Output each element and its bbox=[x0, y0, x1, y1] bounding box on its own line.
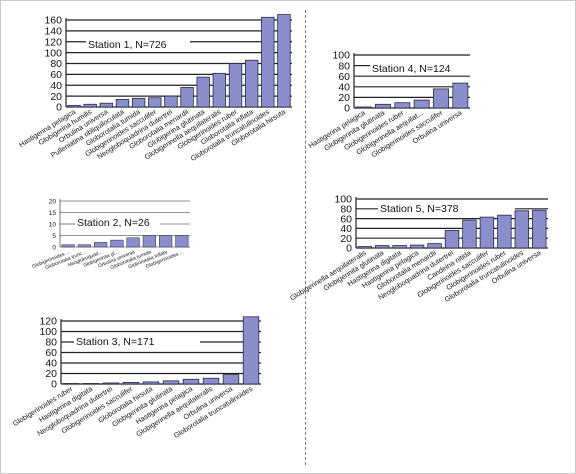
y-tick-label: 120 bbox=[44, 36, 62, 48]
y-tick-label: 0 bbox=[52, 244, 56, 251]
bar bbox=[409, 244, 425, 249]
panel-divider bbox=[305, 10, 306, 465]
y-tick-label: 0 bbox=[51, 379, 57, 391]
chart-title: Station 2, N=26 bbox=[77, 217, 150, 229]
y-tick-label: 40 bbox=[50, 80, 62, 92]
chart-title: Station 5, N=378 bbox=[380, 203, 459, 215]
bar bbox=[175, 235, 189, 248]
y-tick-label: 5 bbox=[52, 233, 56, 240]
bar bbox=[77, 244, 91, 248]
y-tick-label: 60 bbox=[50, 69, 62, 81]
bar bbox=[102, 382, 120, 385]
chart-title: Station 3, N=171 bbox=[76, 336, 155, 348]
bar bbox=[444, 229, 460, 249]
y-tick-label: 80 bbox=[338, 60, 350, 72]
bar bbox=[433, 88, 449, 109]
bar bbox=[62, 383, 80, 385]
bar bbox=[452, 82, 469, 109]
bar bbox=[212, 72, 227, 108]
bar bbox=[228, 63, 243, 108]
y-tick-label: 40 bbox=[340, 223, 352, 235]
bar bbox=[180, 87, 194, 108]
bar bbox=[83, 103, 97, 108]
y-tick-label: 60 bbox=[45, 347, 57, 359]
chart-title: Station 1, N=726 bbox=[88, 39, 167, 51]
y-tick-label: 100 bbox=[332, 50, 350, 62]
bar bbox=[375, 103, 391, 109]
bar bbox=[99, 102, 114, 108]
y-tick-label: 10 bbox=[49, 221, 57, 228]
y-tick-label: 80 bbox=[50, 58, 62, 70]
bar bbox=[427, 243, 442, 249]
y-tick-label: 60 bbox=[340, 213, 352, 225]
y-tick-label: 100 bbox=[44, 47, 62, 59]
y-tick-label: 120 bbox=[39, 316, 57, 328]
bar bbox=[164, 95, 178, 108]
bar bbox=[462, 219, 477, 249]
y-tick-label: 100 bbox=[39, 326, 57, 338]
y-tick-label: 0 bbox=[346, 243, 352, 255]
y-tick-label: 80 bbox=[45, 337, 57, 349]
y-tick-label: 40 bbox=[338, 81, 350, 93]
bar bbox=[392, 245, 407, 249]
y-tick-label: 20 bbox=[45, 368, 57, 380]
bar bbox=[261, 16, 275, 108]
bar bbox=[374, 245, 390, 249]
y-tick-label: 0 bbox=[56, 102, 62, 114]
bar bbox=[242, 316, 260, 385]
y-tick-label: 140 bbox=[44, 26, 62, 38]
bar bbox=[115, 98, 130, 108]
bar bbox=[182, 378, 200, 385]
bar bbox=[497, 214, 512, 249]
y-tick-label: 100 bbox=[334, 194, 352, 206]
bar bbox=[394, 102, 411, 109]
bar bbox=[244, 59, 259, 108]
bar bbox=[159, 235, 173, 248]
y-tick-label: 160 bbox=[44, 15, 62, 27]
bar bbox=[61, 244, 75, 248]
y-tick-label: 20 bbox=[340, 233, 352, 245]
bar bbox=[126, 237, 140, 248]
bar bbox=[162, 380, 180, 385]
y-tick-label: 20 bbox=[49, 198, 57, 205]
bar bbox=[131, 97, 146, 108]
bar bbox=[277, 14, 291, 108]
y-tick-label: 0 bbox=[344, 103, 350, 115]
bar bbox=[514, 210, 530, 249]
bar bbox=[532, 209, 547, 249]
bar bbox=[94, 242, 108, 248]
bar bbox=[142, 381, 160, 385]
chart-title: Station 4, N=124 bbox=[372, 63, 451, 75]
bar bbox=[222, 374, 240, 385]
bar bbox=[82, 383, 100, 385]
bar bbox=[110, 239, 124, 248]
bar bbox=[355, 106, 372, 109]
y-tick-label: 80 bbox=[340, 203, 352, 215]
bar bbox=[202, 377, 220, 385]
y-tick-label: 20 bbox=[338, 92, 350, 104]
bar bbox=[357, 246, 372, 249]
bar bbox=[148, 97, 162, 108]
y-tick-label: 60 bbox=[338, 71, 350, 83]
y-tick-label: 15 bbox=[49, 210, 57, 217]
bar bbox=[122, 382, 140, 385]
bar bbox=[196, 76, 210, 108]
y-tick-label: 20 bbox=[50, 91, 62, 103]
bar bbox=[67, 104, 81, 108]
bar bbox=[479, 216, 495, 249]
y-tick-label: 40 bbox=[45, 358, 57, 370]
bar bbox=[413, 99, 430, 109]
bar bbox=[142, 235, 156, 248]
